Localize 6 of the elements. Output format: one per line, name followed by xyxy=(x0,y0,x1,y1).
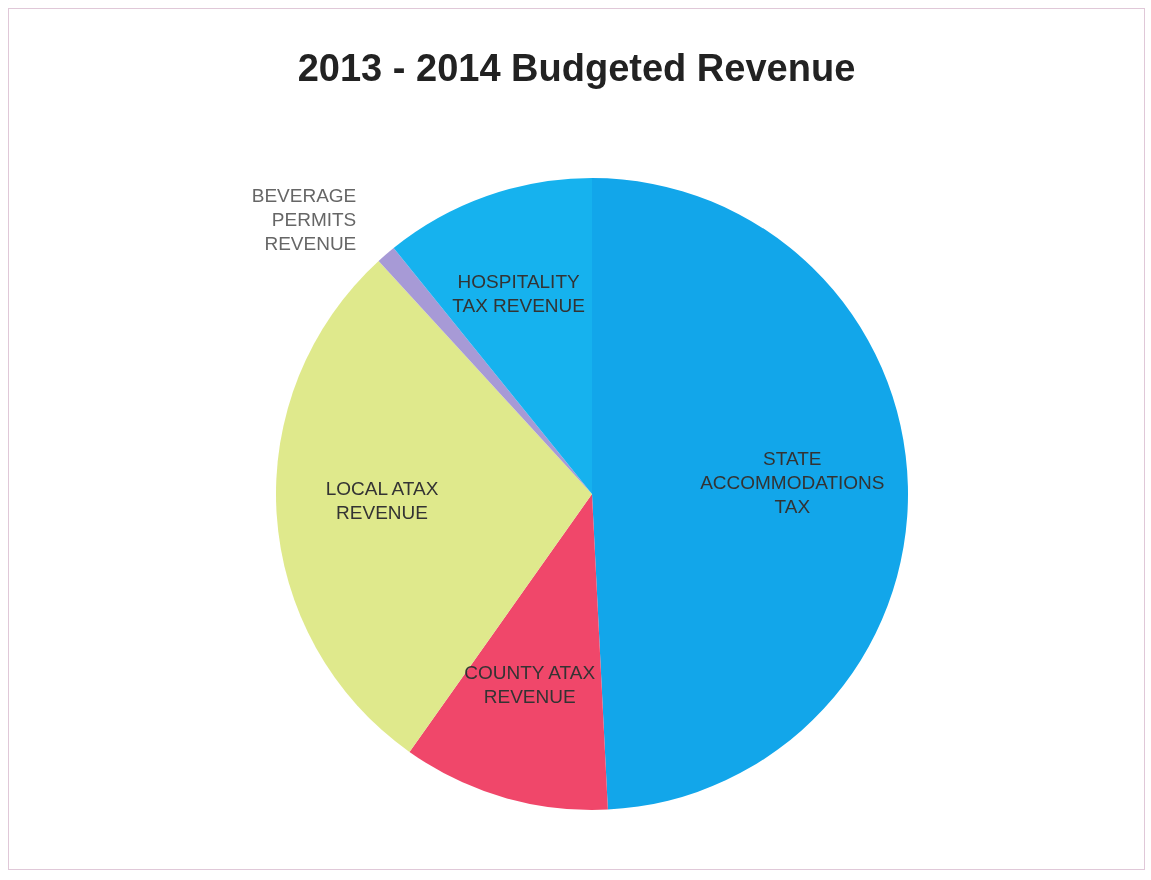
slice-label: STATE ACCOMMODATIONS TAX xyxy=(700,447,885,517)
slice-label: HOSPITALITY TAX REVENUE xyxy=(452,271,585,317)
slice-label: BEVERAGE PERMITS REVENUE xyxy=(251,184,357,254)
chart-title: 2013 - 2014 Budgeted Revenue xyxy=(296,47,857,90)
slice-label: COUNTY ATAX REVENUE xyxy=(464,662,596,708)
slice-label: LOCAL ATAX REVENUE xyxy=(325,477,439,523)
